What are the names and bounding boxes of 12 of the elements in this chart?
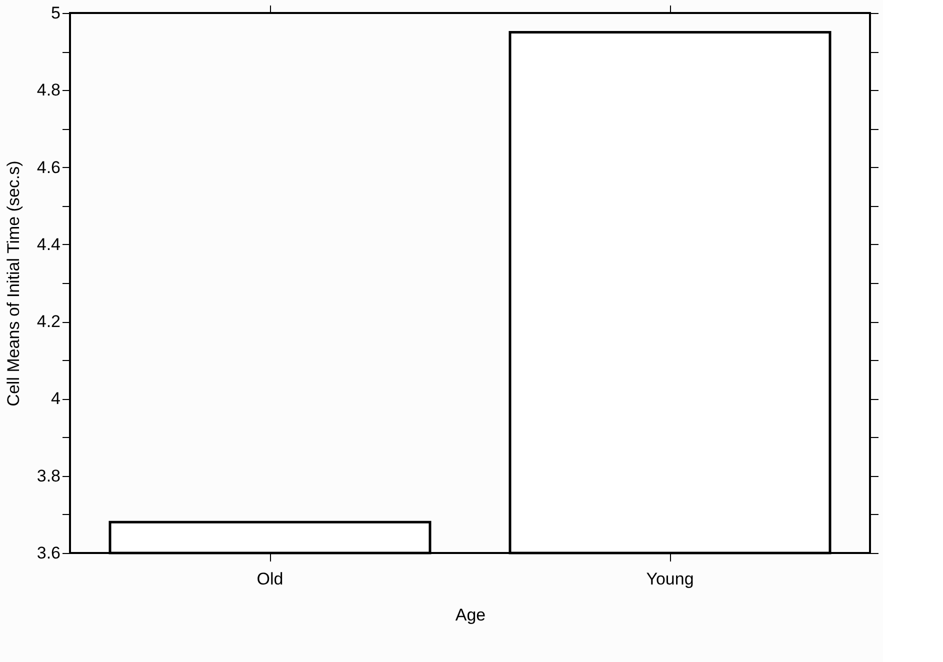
y-tick-label: 4.4 (36, 234, 60, 254)
y-tick-label: 3.6 (36, 544, 60, 562)
y-axis-title: Cell Means of Initial Time (sec.s) (4, 160, 23, 406)
y-tick-label: 3.8 (36, 466, 60, 486)
y-tick-label: 4 (51, 389, 60, 408)
x-axis-title: Age (455, 606, 486, 624)
y-tick-label: 4.6 (36, 158, 60, 177)
x-tick-label: Young (646, 570, 694, 588)
y-tick-label: 5 (51, 4, 60, 22)
y-tick-label: 4.8 (36, 80, 60, 100)
x-tick-label: Old (256, 570, 284, 588)
y-tick-label: 4.2 (36, 312, 60, 332)
